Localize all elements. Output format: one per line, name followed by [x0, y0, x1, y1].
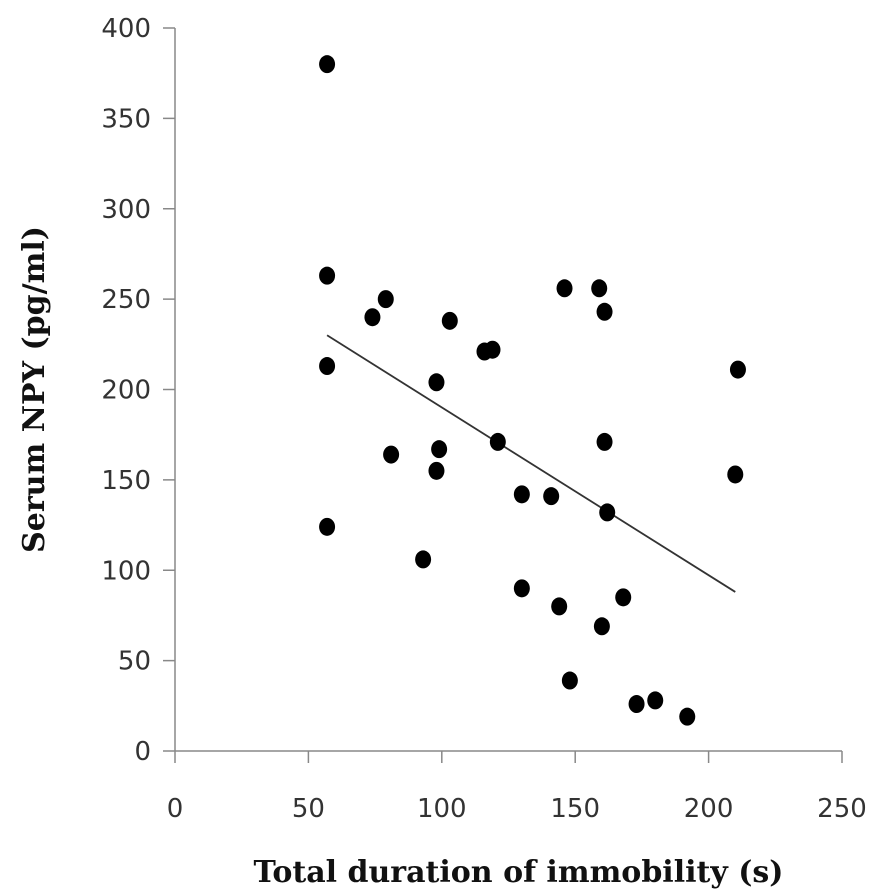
- data-point: [319, 55, 336, 74]
- y-tick-label: 50: [118, 647, 151, 677]
- data-point: [561, 671, 578, 690]
- data-point: [513, 485, 530, 504]
- x-axis-title: Total duration of immobility (s): [253, 855, 783, 890]
- y-tick-label: 250: [101, 285, 151, 315]
- data-point: [599, 503, 616, 522]
- data-point: [364, 308, 381, 327]
- y-tick-label: 350: [101, 104, 151, 134]
- data-point: [431, 440, 448, 459]
- data-point: [428, 373, 445, 392]
- y-tick-label: 0: [134, 737, 151, 767]
- data-point: [615, 588, 632, 607]
- x-tick-label: 150: [550, 794, 600, 824]
- y-tick-label: 300: [101, 195, 151, 225]
- data-point: [543, 487, 560, 506]
- x-axis: 0 50 100 150 200 250: [167, 750, 867, 824]
- data-point: [489, 432, 506, 451]
- y-tick-label: 100: [101, 556, 151, 586]
- data-point: [596, 432, 613, 451]
- data-point: [679, 707, 696, 726]
- y-axis-title: Serum NPY (pg/ml): [17, 226, 52, 553]
- y-tick-label: 200: [101, 376, 151, 406]
- data-point: [319, 517, 336, 536]
- data-point: [383, 445, 400, 464]
- data-point: [551, 597, 568, 616]
- data-point: [441, 311, 458, 330]
- x-tick-label: 0: [167, 794, 184, 824]
- x-tick-label: 200: [684, 794, 734, 824]
- data-point: [415, 550, 432, 569]
- data-point: [628, 695, 645, 714]
- data-point: [556, 279, 573, 298]
- x-tick-label: 100: [417, 794, 467, 824]
- data-point: [596, 302, 613, 321]
- y-axis: 0 50 100 150 200 250 300 350 400: [101, 14, 176, 767]
- data-point: [319, 266, 336, 285]
- data-point: [727, 465, 744, 484]
- x-tick-label: 250: [817, 794, 867, 824]
- data-point: [377, 290, 394, 309]
- trendline: [326, 334, 736, 593]
- y-tick-label: 150: [101, 466, 151, 496]
- data-points: [319, 55, 746, 726]
- y-tick-label: 400: [101, 14, 151, 44]
- data-point: [513, 579, 530, 598]
- data-point: [729, 360, 746, 379]
- data-point: [593, 617, 610, 636]
- data-point: [484, 340, 501, 359]
- data-point: [647, 691, 664, 710]
- trendline-group: [326, 334, 736, 593]
- data-point: [591, 279, 608, 298]
- x-tick-label: 50: [292, 794, 325, 824]
- data-point: [428, 461, 445, 480]
- data-point: [319, 357, 336, 376]
